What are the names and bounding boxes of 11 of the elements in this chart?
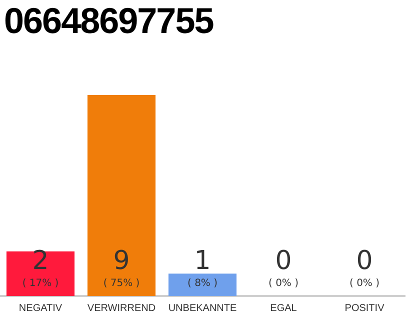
- data-label: 2 ( 17% ): [22, 246, 59, 289]
- data-label: 0 ( 0% ): [349, 246, 380, 289]
- data-label: 1 ( 8% ): [187, 246, 218, 289]
- x-tick-label: EGAL: [270, 302, 298, 314]
- x-tick-label: UNBEKANNTE: [168, 302, 237, 314]
- x-tick-label: POSITIV: [344, 302, 385, 314]
- data-label: 9 ( 75% ): [103, 246, 140, 289]
- x-tick-label: VERWIRREND: [87, 302, 156, 314]
- chart-title: 06648697755: [4, 0, 214, 42]
- data-label: 0 ( 0% ): [268, 246, 299, 289]
- x-tick-label: NEGATIV: [18, 302, 62, 314]
